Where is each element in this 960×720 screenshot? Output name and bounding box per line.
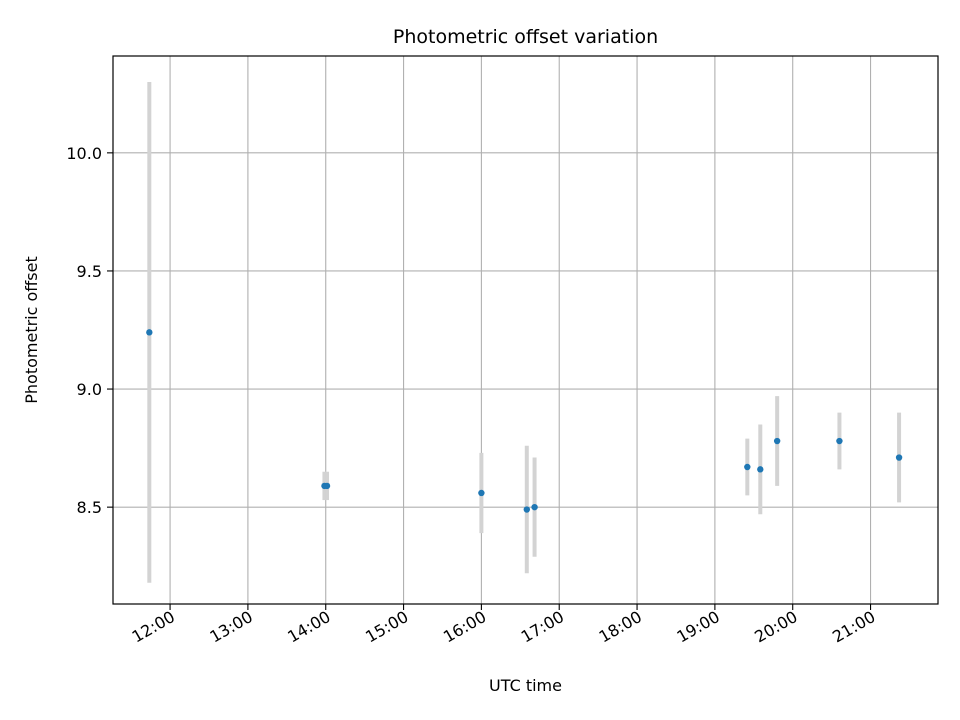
data-point — [478, 489, 485, 497]
data-point — [773, 437, 781, 445]
y-tick-label: 9.0 — [77, 380, 102, 399]
data-markers — [146, 329, 903, 513]
data-point — [146, 329, 153, 336]
data-point — [323, 482, 331, 490]
data-point — [531, 503, 538, 511]
data-point — [744, 463, 751, 471]
data-point — [523, 506, 530, 513]
data-point — [836, 437, 843, 445]
chart-title: Photometric offset variation — [393, 26, 658, 48]
data-point — [895, 454, 903, 461]
plot-frame — [112, 55, 939, 605]
y-axis-title: Photometric offset — [22, 256, 41, 404]
y-tick-label: 9.5 — [77, 262, 102, 281]
x-axis-title: UTC time — [489, 676, 562, 695]
y-tick-label: 10.0 — [66, 144, 102, 163]
y-tick-label: 8.5 — [77, 498, 102, 517]
data-point — [757, 466, 764, 473]
